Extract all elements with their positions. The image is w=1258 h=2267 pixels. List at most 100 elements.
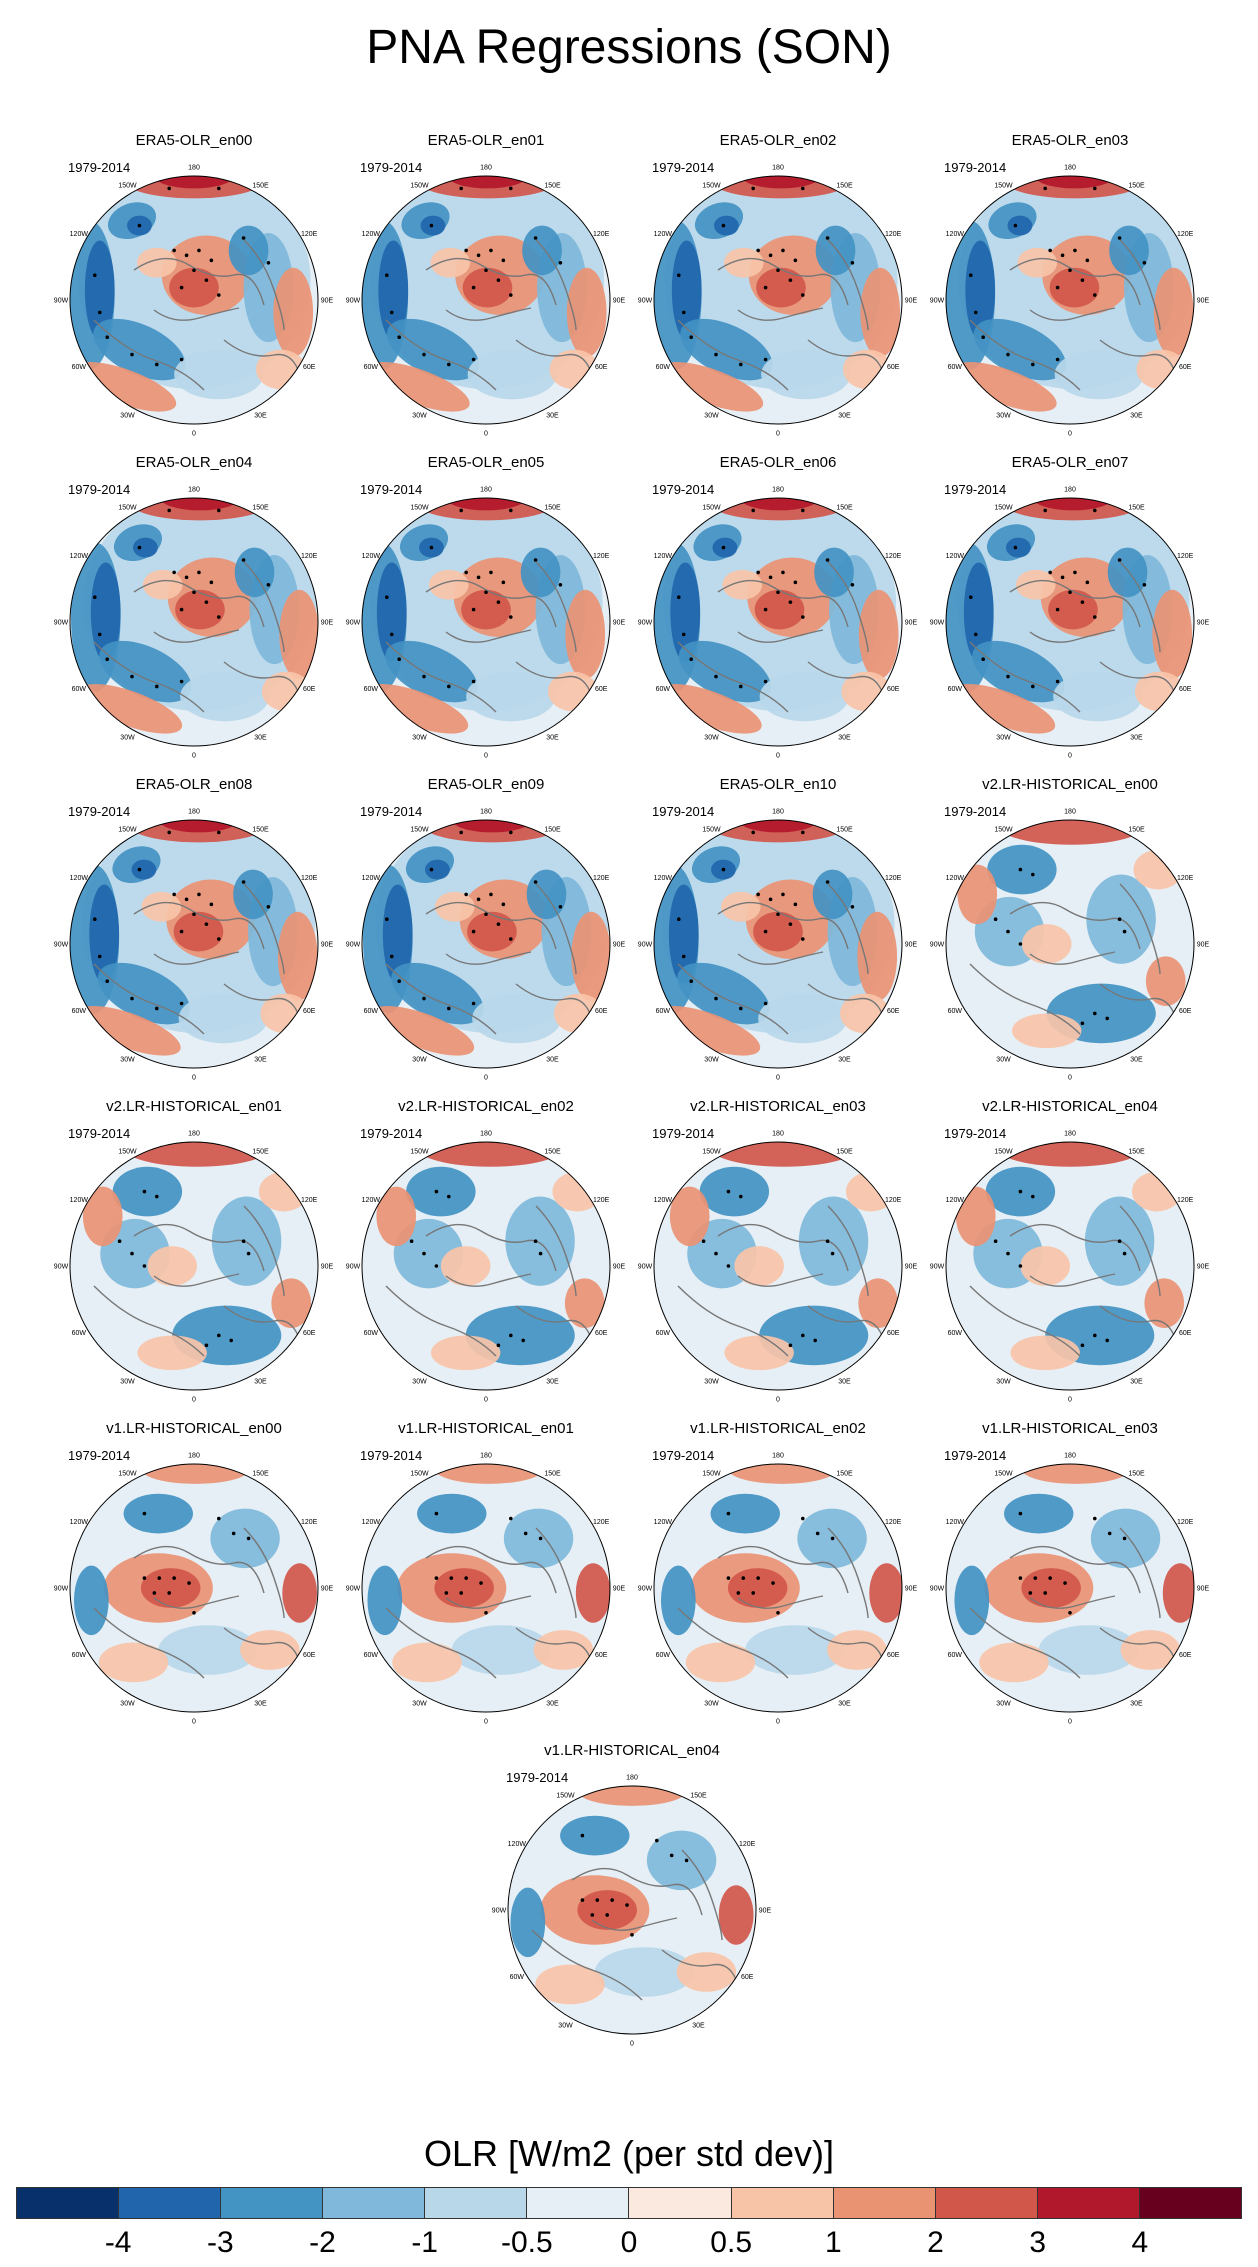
panel-period: 1979-2014 — [68, 1448, 131, 1463]
longitude-label: 120W — [70, 231, 89, 238]
significance-dot — [179, 357, 184, 362]
coastline — [153, 307, 240, 321]
significance-dot — [389, 310, 394, 315]
significance-dot — [969, 595, 973, 599]
anomaly-region — [798, 1196, 869, 1286]
coastline — [677, 319, 789, 391]
longitude-label: 0 — [1068, 1075, 1072, 1082]
longitude-label: 30E — [838, 1057, 851, 1064]
longitude-label: 90W — [930, 1586, 945, 1593]
significance-dot — [1018, 1189, 1023, 1194]
anomaly-region — [957, 864, 998, 925]
panel-period: 1979-2014 — [944, 1126, 1007, 1141]
significance-dot — [684, 1858, 689, 1863]
longitude-label: 60E — [1179, 1652, 1192, 1659]
significance-dot — [801, 1516, 805, 1521]
longitude-label: 60E — [595, 364, 608, 371]
significance-dot — [476, 575, 481, 580]
longitude-label: 60E — [887, 1330, 900, 1337]
significance-dot — [739, 1006, 743, 1011]
significance-dot — [1006, 929, 1010, 934]
map-panel: ERA5-OLR_en07 1979-2014 180 150E 120E 90E 60E 3… — [924, 454, 1216, 760]
longitude-label: 0 — [630, 2041, 634, 2048]
significance-dot — [689, 979, 693, 983]
significance-dot — [246, 1536, 251, 1541]
colorbar-tick-label: 0 — [620, 2226, 638, 2259]
anomaly-region — [122, 1142, 272, 1167]
map-boundary — [653, 1463, 903, 1713]
anomaly-region — [756, 267, 806, 308]
colorbar-swatch — [17, 2188, 120, 2218]
significance-dot — [155, 684, 159, 689]
longitude-label: 60W — [72, 686, 87, 693]
significance-dot — [385, 595, 389, 599]
longitude-label: 30W — [412, 735, 427, 742]
map-boundary — [69, 175, 319, 425]
significance-dot — [768, 575, 773, 580]
longitude-label: 30E — [254, 1701, 267, 1708]
significance-dot — [605, 1913, 609, 1917]
anomaly-region — [963, 562, 994, 662]
longitude-label: 90E — [613, 1264, 626, 1271]
significance-dot — [246, 1251, 251, 1256]
significance-dot — [471, 357, 476, 362]
longitude-label: 150E — [836, 1148, 853, 1155]
significance-dot — [471, 607, 476, 612]
longitude-label: 60W — [948, 1652, 963, 1659]
significance-dot — [459, 508, 463, 513]
longitude-label: 120W — [362, 1519, 381, 1526]
longitude-label: 30E — [1130, 1379, 1143, 1386]
longitude-label: 120E — [885, 875, 902, 882]
longitude-label: 120E — [1177, 1197, 1194, 1204]
anomaly-region — [1120, 1630, 1181, 1670]
coastline — [969, 319, 1081, 391]
significance-dot — [714, 996, 718, 1001]
polar-map: 180 150E 120E 90E 60E 30E 0 30W 60W 90W 120W 150W — [930, 809, 1210, 1082]
colorbar-swatch — [731, 2188, 834, 2218]
longitude-label: 150W — [118, 826, 137, 833]
longitude-label: 90E — [613, 298, 626, 305]
significance-dot — [701, 1239, 706, 1243]
anomaly-region — [1006, 537, 1031, 558]
coastline — [1009, 257, 1141, 306]
anomaly-region — [430, 1335, 501, 1371]
panel-period: 1979-2014 — [652, 1126, 715, 1141]
significance-dot — [781, 248, 785, 253]
polar-map: 180 150E 120E 90E 60E 30E 0 30W 60W 90W 120W 150W — [54, 1131, 334, 1404]
significance-dot — [459, 186, 463, 191]
significance-dot — [509, 615, 513, 619]
anomaly-region — [1015, 569, 1056, 600]
panel-period: 1979-2014 — [360, 1448, 423, 1463]
longitude-label: 150E — [836, 1470, 853, 1477]
anomaly-region — [857, 911, 898, 1002]
significance-dot — [825, 1239, 830, 1243]
coastline — [737, 307, 824, 321]
longitude-label: 60W — [948, 1008, 963, 1015]
significance-dot — [1093, 615, 1097, 619]
longitude-label: 0 — [484, 1075, 488, 1082]
map-panel: ERA5-OLR_en01 1979-2014 180 150E 120E 90E 60E 3… — [340, 132, 632, 438]
significance-dot — [669, 1853, 674, 1858]
polar-map: 180 150E 120E 90E 60E 30E 0 30W 60W 90W 120W 150W — [54, 165, 334, 438]
map-panel: v1.LR-HISTORICAL_en02 1979-2014 180 150E 120… — [632, 1420, 924, 1726]
coastline — [1009, 579, 1141, 628]
significance-dot — [1068, 1611, 1072, 1615]
panel-period: 1979-2014 — [652, 160, 715, 175]
significance-dot — [229, 1338, 233, 1343]
longitude-label: 120E — [301, 231, 318, 238]
longitude-label: 60W — [364, 364, 379, 371]
longitude-label: 180 — [188, 1453, 200, 1460]
significance-dot — [167, 830, 171, 835]
significance-dot — [266, 905, 271, 909]
significance-dot — [1048, 1576, 1052, 1580]
significance-dot — [1093, 1011, 1097, 1016]
coastline — [737, 629, 824, 643]
significance-dot — [756, 1576, 760, 1580]
significance-dot — [429, 223, 434, 228]
anomaly-region — [141, 891, 182, 922]
significance-dot — [157, 1576, 162, 1580]
longitude-label: 180 — [1064, 809, 1076, 816]
coastline — [535, 1205, 577, 1297]
longitude-label: 90W — [54, 1586, 69, 1593]
longitude-label: 180 — [480, 487, 492, 494]
